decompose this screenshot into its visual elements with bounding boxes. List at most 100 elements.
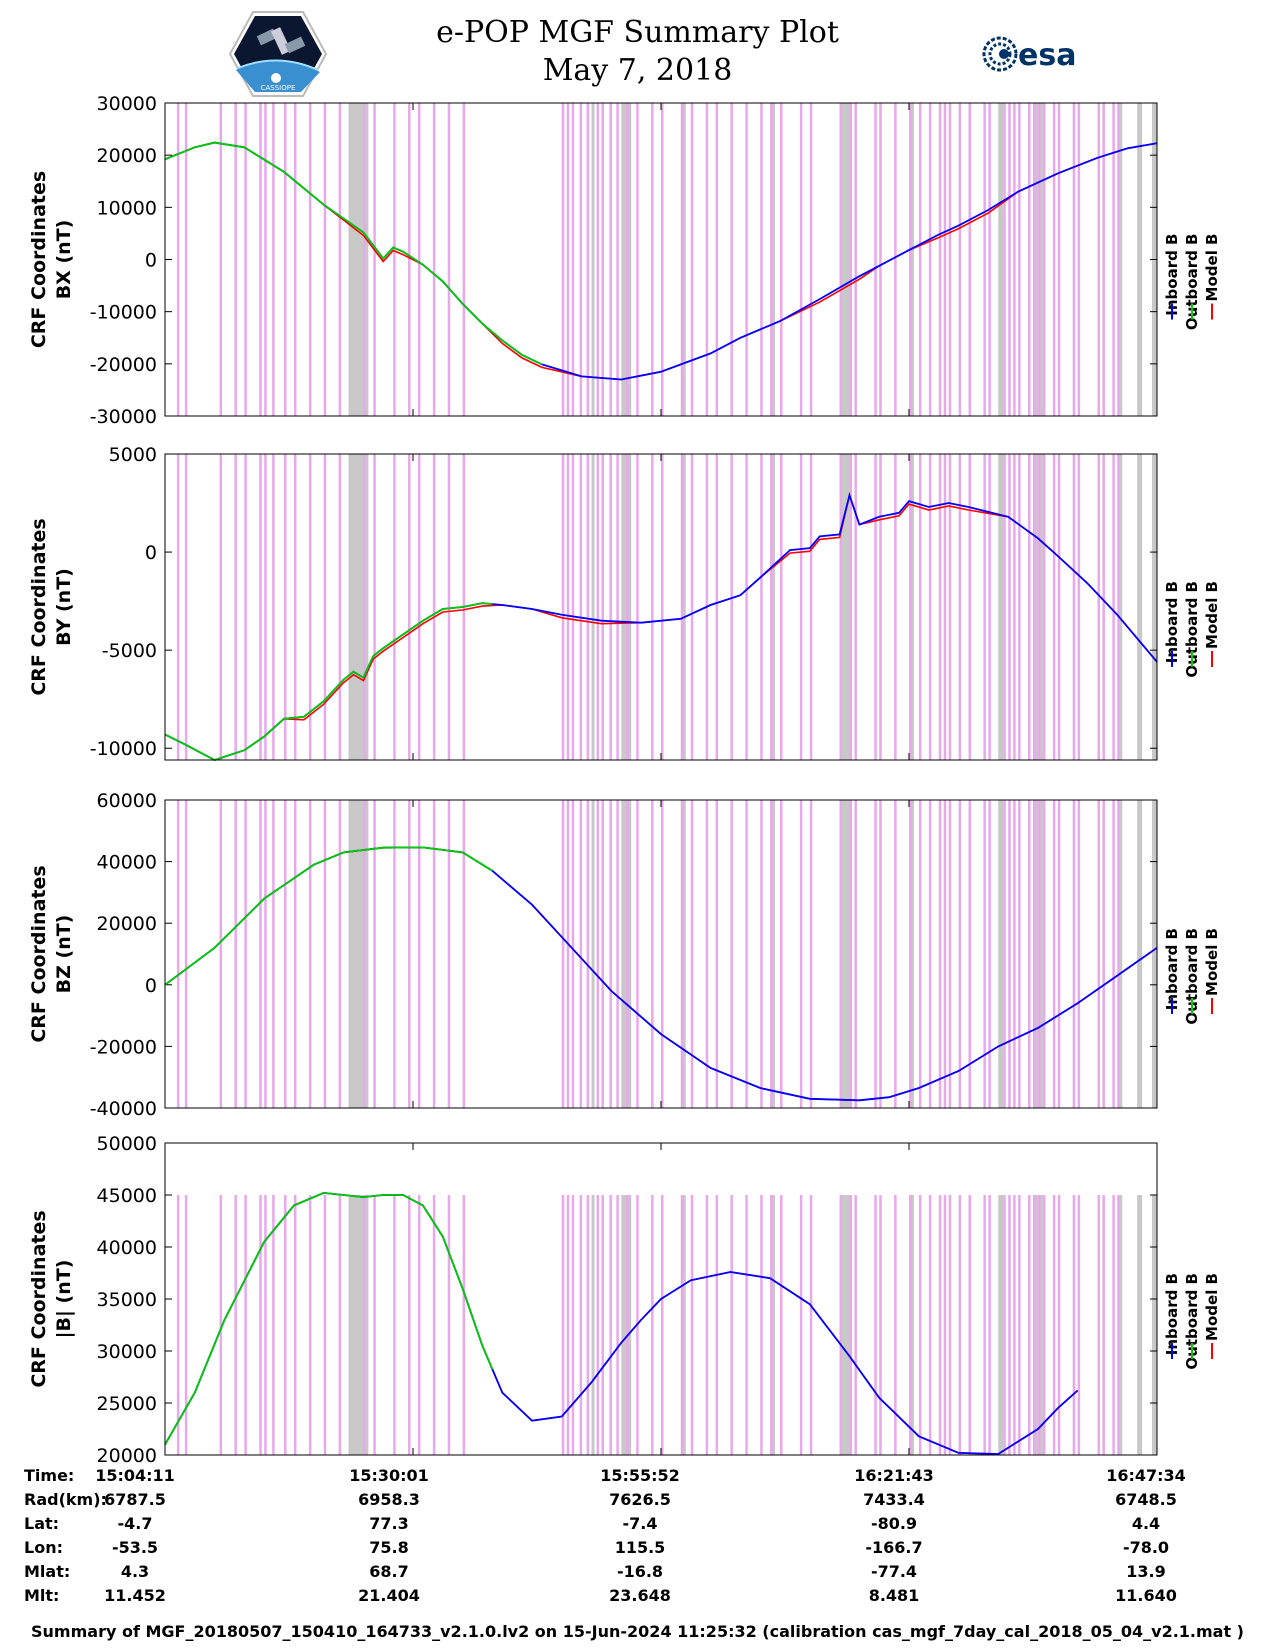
grey-band [591, 454, 595, 760]
magenta-band [626, 1195, 629, 1455]
magenta-band [943, 1195, 947, 1455]
outboard-series-line [164, 1191, 494, 1446]
legend-entry: Inboard B [1163, 1273, 1181, 1355]
magenta-band [1033, 800, 1036, 1108]
magenta-band [958, 1195, 962, 1455]
outboard-series-line [164, 846, 493, 986]
grey-band [1137, 1195, 1143, 1455]
magenta-band [1052, 800, 1056, 1108]
y-tick-label: 40000 [97, 852, 157, 874]
magenta-band [1003, 454, 1006, 760]
magenta-band [447, 454, 451, 760]
magenta-band [566, 1195, 570, 1455]
panel-4: 50000 45000 40000 35000 30000 25000 20000 CRF C… [28, 1133, 1221, 1467]
magenta-band [432, 454, 436, 760]
magenta-band [874, 454, 877, 760]
magenta-band [1102, 454, 1105, 760]
plot-title: e-POP MGF Summary Plot May 7, 2018 [0, 14, 1275, 90]
y-tick-label: -40000 [90, 1098, 157, 1120]
plot-frame [164, 102, 1158, 417]
magenta-band [284, 103, 287, 416]
magenta-band [854, 800, 857, 1108]
magenta-band [968, 800, 972, 1108]
magenta-band [272, 1195, 275, 1455]
magenta-band [983, 1195, 986, 1455]
magenta-band [661, 800, 664, 1108]
magenta-band [909, 800, 912, 1108]
grey-band [839, 454, 850, 760]
magenta-band [651, 103, 654, 416]
magenta-band [609, 103, 612, 416]
magenta-band [1042, 1195, 1046, 1455]
magenta-band [1013, 454, 1016, 760]
magenta-band [284, 454, 287, 760]
y-tick-label: 20000 [97, 145, 157, 167]
magenta-band [745, 1195, 748, 1455]
magenta-band [1033, 103, 1036, 416]
magenta-band [651, 454, 654, 760]
magenta-band [259, 1195, 262, 1455]
magenta-band [184, 103, 188, 416]
magenta-band [308, 454, 312, 760]
magenta-band [363, 454, 366, 760]
magenta-band [918, 1195, 922, 1455]
magenta-band [219, 103, 223, 416]
magenta-band [408, 800, 411, 1108]
magenta-band [176, 454, 180, 760]
magenta-band [690, 454, 694, 760]
magenta-band [715, 1195, 719, 1455]
plot-frame [164, 453, 1158, 761]
magenta-band [462, 800, 466, 1108]
magenta-band [586, 454, 590, 760]
magenta-band [1072, 800, 1076, 1108]
magenta-band [1037, 454, 1041, 760]
y-tick-label: 30000 [97, 1341, 157, 1363]
magenta-band [264, 1195, 267, 1455]
grey-band [998, 454, 1004, 760]
grey-band [998, 103, 1004, 416]
magenta-band [323, 454, 327, 760]
magenta-band [1052, 103, 1056, 416]
magenta-band [1008, 103, 1011, 416]
magenta-band [760, 454, 763, 760]
magenta-band [284, 1195, 287, 1455]
magenta-band [264, 103, 267, 416]
magenta-band [417, 1195, 421, 1455]
magenta-band [874, 800, 877, 1108]
magenta-band [408, 454, 411, 760]
grey-band [591, 1195, 595, 1455]
magenta-band [219, 800, 223, 1108]
panel-1: 30000 20000 10000 0 -10000 -20000 -30000 CRF Co… [28, 93, 1221, 428]
magenta-band [918, 103, 922, 416]
magenta-band [259, 103, 262, 416]
magenta-band [259, 800, 262, 1108]
magenta-band [462, 103, 466, 416]
magenta-band [770, 454, 773, 760]
magenta-band [561, 103, 565, 416]
magenta-band [854, 454, 857, 760]
magenta-band [705, 800, 709, 1108]
magenta-band [1008, 800, 1011, 1108]
magenta-band [616, 800, 619, 1108]
magenta-band [363, 103, 366, 416]
magenta-band [879, 800, 882, 1108]
magenta-band [1052, 1195, 1056, 1455]
magenta-band [363, 800, 366, 1108]
magenta-band [601, 454, 604, 760]
y-tick-label: 60000 [97, 790, 157, 812]
y-axis-label: CRF Coordinates [28, 865, 50, 1042]
magenta-band [609, 1195, 612, 1455]
grey-band [1152, 454, 1157, 760]
magenta-band [809, 800, 813, 1108]
magenta-band [1037, 103, 1041, 416]
magenta-band [938, 1195, 942, 1455]
magenta-band [909, 1195, 912, 1455]
magenta-band [745, 800, 748, 1108]
magenta-band [1112, 103, 1115, 416]
grey-band [1137, 103, 1143, 416]
magenta-band [1077, 800, 1081, 1108]
y-axis-unit-label: BZ (nT) [53, 915, 75, 994]
grey-band [1137, 800, 1143, 1108]
magenta-band [809, 103, 813, 416]
magenta-band [715, 800, 719, 1108]
